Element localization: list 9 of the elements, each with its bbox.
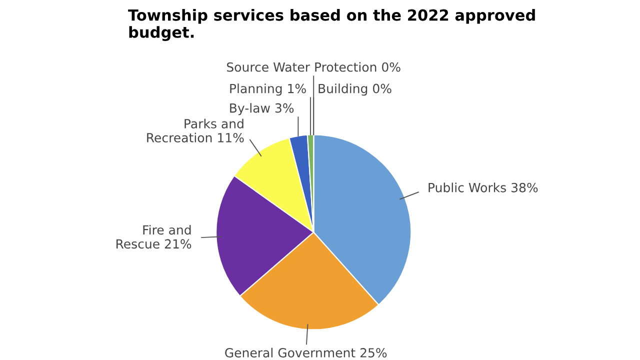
category-label: Source Water Protection 0% <box>226 62 400 72</box>
slice-label: Planning 1% <box>230 84 306 96</box>
slice-label: Public Works 38% <box>428 182 538 192</box>
chart-title: Township services based on the 2022 approved budget. <box>128 9 535 42</box>
slice-label: Fire and Rescue 21% <box>116 224 192 249</box>
slice-label: Parks and Recreation 11% <box>147 118 244 142</box>
category-label: Building 0% <box>318 84 392 96</box>
slice-label: By-law 3% <box>230 103 294 116</box>
slice-label: General Government 25% <box>225 348 387 358</box>
